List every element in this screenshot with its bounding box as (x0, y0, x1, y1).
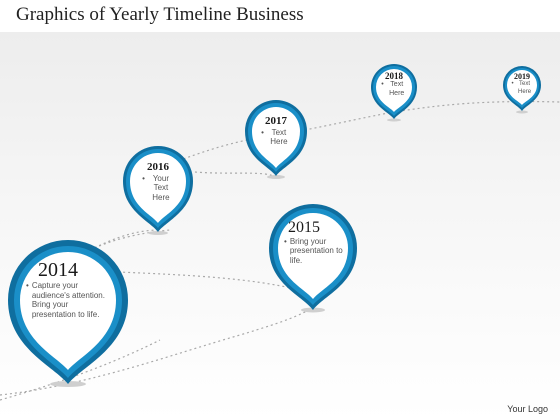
pin-marker-icon (371, 64, 417, 122)
milestone-pin-2018: 2018 • Text Here (370, 64, 418, 122)
milestone-year: 2018 (385, 71, 403, 81)
milestone-pin-2015: 2015 • Bring your presentation to life. (268, 204, 358, 314)
milestone-text: Capture your audience's attention. Bring… (31, 281, 105, 319)
milestone-text: Text Here (270, 127, 288, 147)
milestone-pin-2017: 2017 • Text Here (244, 100, 308, 180)
bullet-icon: • (142, 173, 145, 183)
bullet-icon: • (26, 281, 29, 290)
milestone-text: Bring your presentation to life. (289, 236, 343, 265)
dotted-path-upper (159, 100, 560, 169)
milestone-pin-2019: 2019 • Text Here (502, 66, 542, 114)
milestone-year: 2015 (288, 219, 320, 236)
slide-title: Graphics of Yearly Timeline Business (16, 4, 304, 25)
dotted-path-main (0, 307, 313, 396)
milestone-year: 2017 (265, 115, 287, 127)
dotted-path-2014-2016 (0, 229, 161, 401)
milestone-year: 2016 (147, 161, 169, 173)
milestone-pin-2014: 2014 • Capture your audience's attention… (6, 238, 130, 388)
pin-marker-icon (8, 240, 128, 387)
pin-marker-icon (269, 204, 357, 313)
bullet-icon: • (261, 127, 264, 137)
pin-marker-icon (123, 145, 193, 235)
milestone-year: 2019 (514, 72, 530, 81)
bullet-icon: • (511, 81, 514, 88)
dotted-path-2014-2015 (117, 271, 301, 291)
milestone-year: 2014 (38, 259, 78, 281)
pin-marker-icon (245, 100, 307, 179)
dotted-path-2016-2017 (89, 171, 277, 251)
milestone-text: Text Here (389, 81, 405, 97)
pin-marker-icon (503, 66, 541, 114)
footer-logo-text: Your Logo (507, 404, 548, 414)
milestone-text: Text Here (518, 81, 532, 95)
bullet-icon: • (284, 236, 287, 246)
milestone-pin-2016: 2016 • Your Text Here (122, 145, 194, 236)
bullet-icon: • (381, 81, 384, 89)
milestone-text: Your Text Here (152, 173, 170, 202)
